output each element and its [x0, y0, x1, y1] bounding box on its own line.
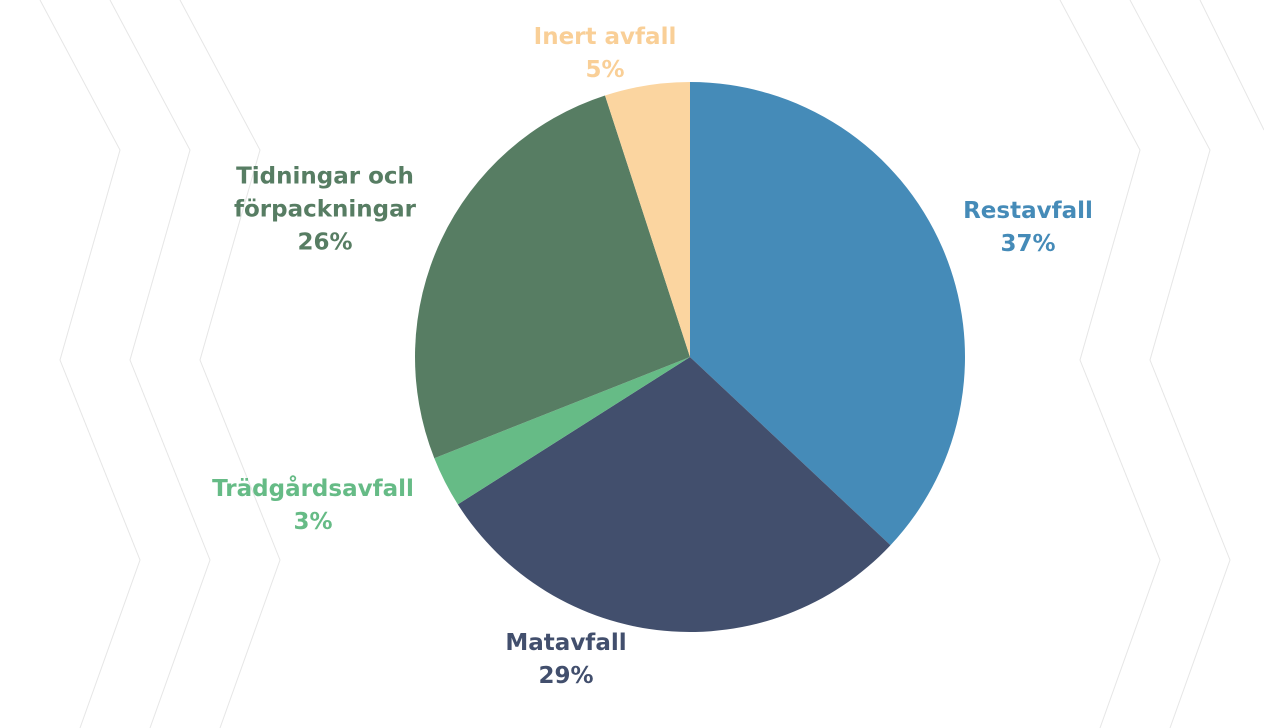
pie-slice	[690, 82, 965, 546]
slice-label: Inert avfall 5%	[455, 21, 755, 87]
slice-label: Tidningar och förpackningar 26%	[220, 161, 430, 260]
value-label: 37%	[1000, 231, 1056, 257]
category-label: Restavfall	[963, 198, 1093, 224]
pie-slice	[457, 357, 891, 632]
value-label: 26%	[297, 229, 353, 256]
slice-label: Restavfall 37%	[878, 195, 1178, 261]
category-label: Tidningar och förpackningar	[233, 163, 417, 223]
value-label: 5%	[585, 57, 625, 83]
slice-label: Trädgårdsavfall 3%	[163, 473, 463, 539]
background-pattern	[39, 0, 1264, 728]
value-label: 29%	[538, 663, 594, 689]
slice-label: Matavfall 29%	[416, 627, 716, 693]
pie-slice	[434, 357, 690, 505]
category-label: Trädgårdsavfall	[212, 476, 414, 502]
category-label: Matavfall	[505, 630, 627, 656]
category-label: Inert avfall	[533, 24, 677, 50]
pie-slice	[605, 82, 690, 357]
value-label: 3%	[293, 509, 333, 535]
pie-slice	[415, 95, 690, 459]
